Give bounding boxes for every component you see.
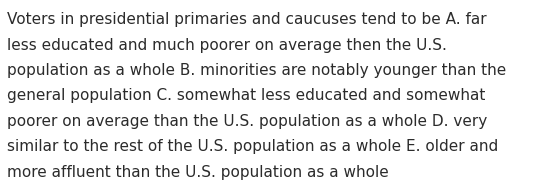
Text: general population C. somewhat less educated and somewhat: general population C. somewhat less educ…	[7, 88, 485, 103]
Text: similar to the rest of the U.S. population as a whole E. older and: similar to the rest of the U.S. populati…	[7, 139, 498, 154]
Text: more affluent than the U.S. population as a whole: more affluent than the U.S. population a…	[7, 164, 389, 180]
Text: population as a whole B. minorities are notably younger than the: population as a whole B. minorities are …	[7, 63, 507, 78]
Text: less educated and much poorer on average then the U.S.: less educated and much poorer on average…	[7, 38, 447, 53]
Text: Voters in presidential primaries and caucuses tend to be A. far: Voters in presidential primaries and cau…	[7, 12, 487, 27]
Text: poorer on average than the U.S. population as a whole D. very: poorer on average than the U.S. populati…	[7, 114, 488, 129]
